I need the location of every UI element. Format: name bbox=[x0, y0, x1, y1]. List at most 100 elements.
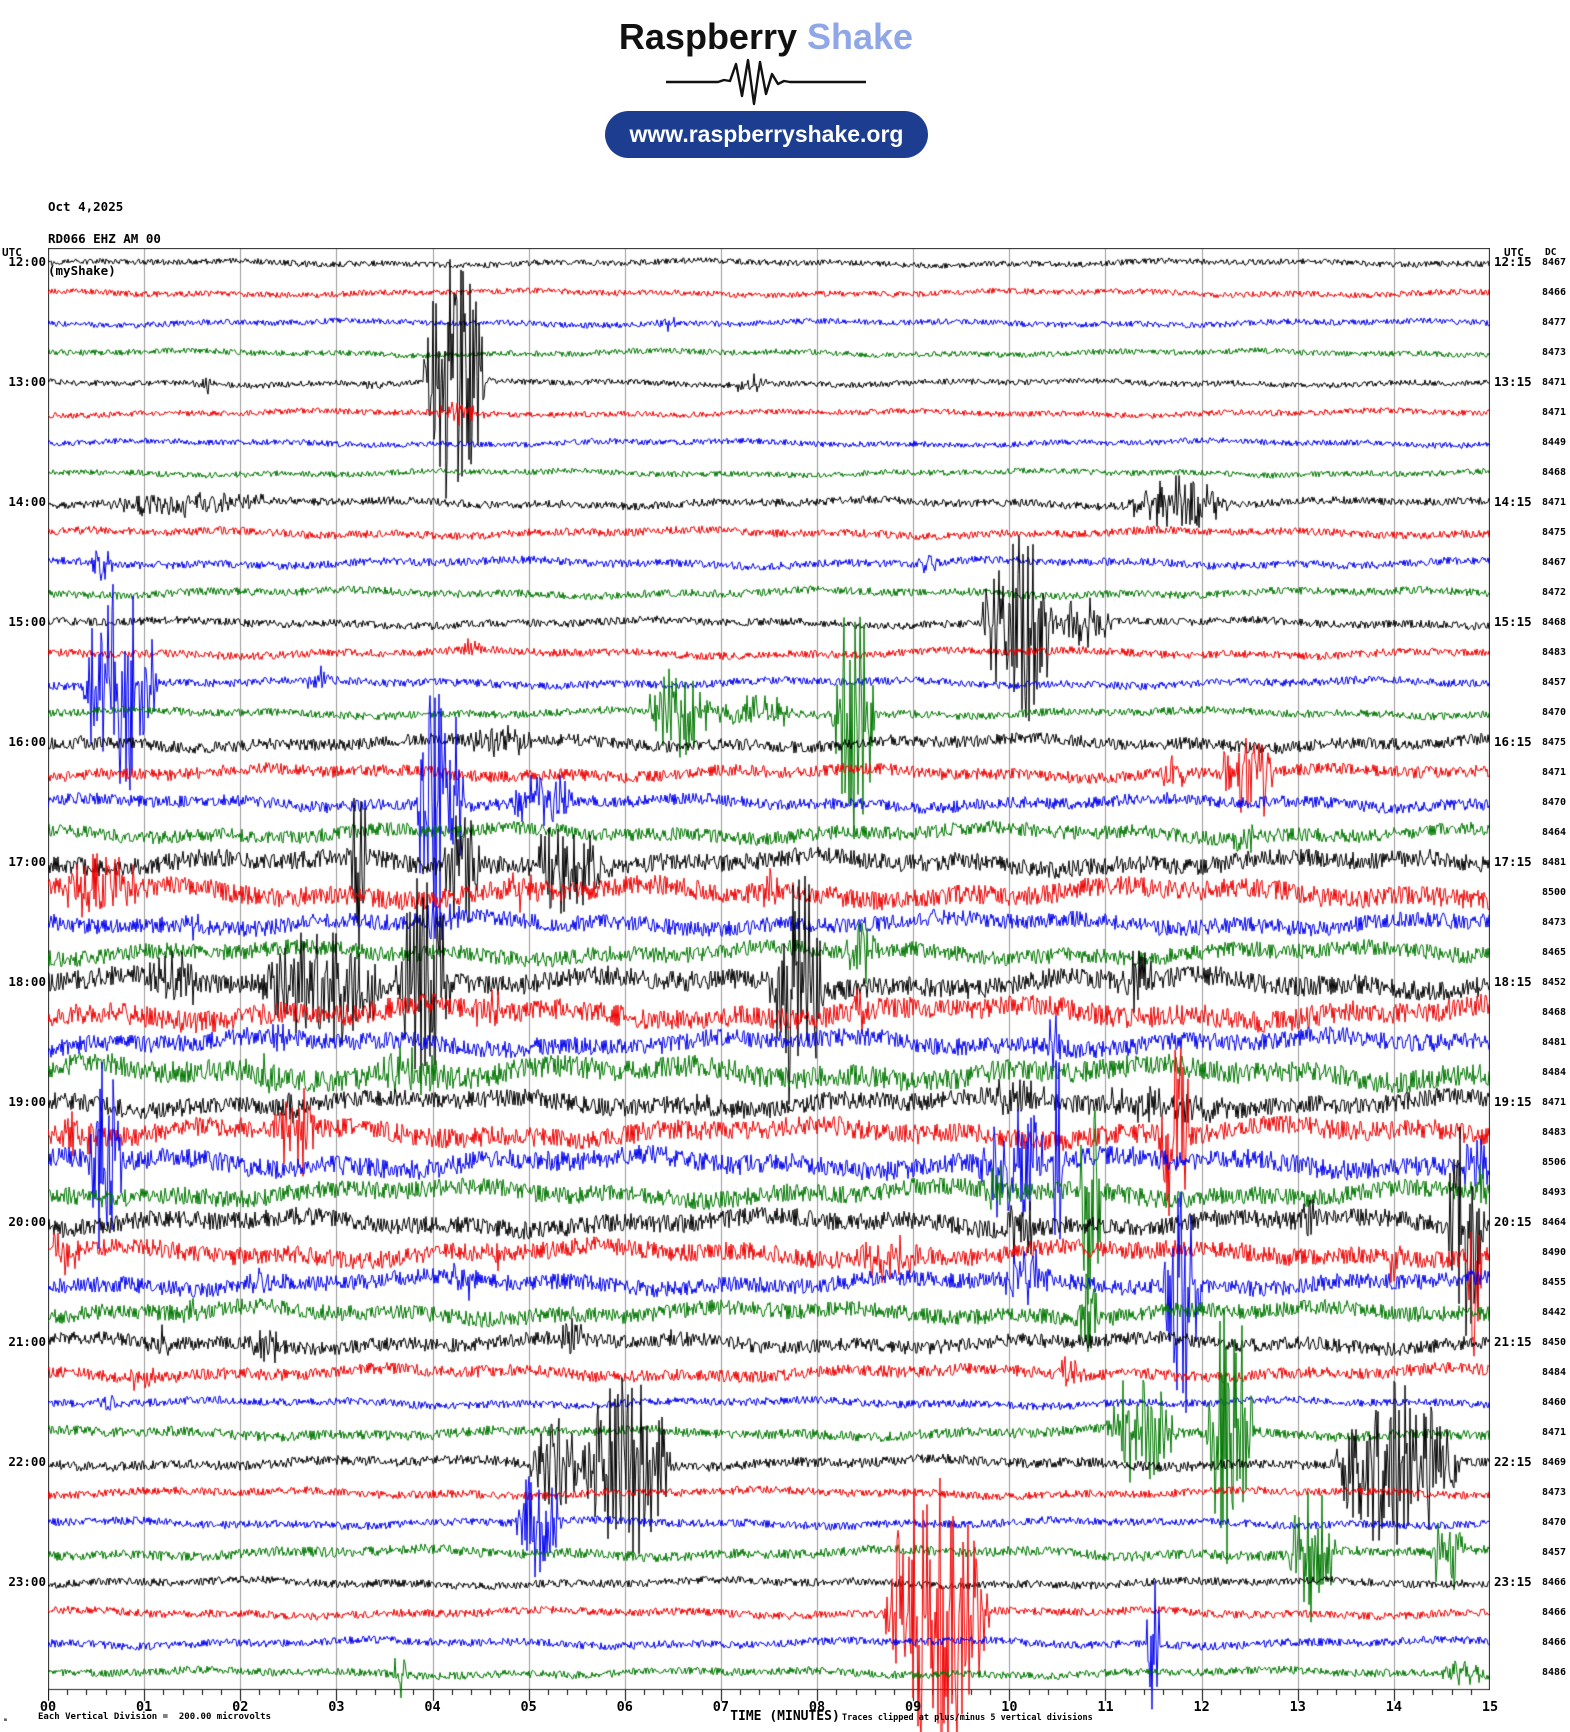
corner-glyph: ₘ bbox=[3, 1714, 8, 1723]
x-axis-tick-label: 14 bbox=[1385, 1699, 1402, 1715]
dc-value: 8506 bbox=[1542, 1157, 1567, 1168]
left-hour-label: 15:00 bbox=[8, 614, 46, 629]
dc-value: 8473 bbox=[1542, 1487, 1567, 1498]
right-hour-label: 18:15 bbox=[1494, 974, 1532, 989]
x-axis-tick-label: 03 bbox=[328, 1699, 345, 1715]
dc-value: 8470 bbox=[1542, 707, 1567, 718]
left-hour-label: 13:00 bbox=[8, 374, 46, 389]
x-axis-tick-label: 07 bbox=[712, 1699, 730, 1715]
dc-value: 8471 bbox=[1542, 1427, 1567, 1438]
seismogram-logo-icon bbox=[666, 58, 866, 106]
dc-value: 8467 bbox=[1542, 257, 1567, 268]
clipping-note: Traces clipped at plus/minus 5 vertical … bbox=[842, 1713, 1093, 1723]
left-utc-header: UTC bbox=[2, 246, 22, 259]
dc-value: 8469 bbox=[1542, 1457, 1567, 1468]
dc-value: 8484 bbox=[1542, 1067, 1567, 1078]
dc-value: 8471 bbox=[1542, 407, 1567, 418]
brand-raspberry: Raspberry bbox=[618, 16, 797, 57]
x-axis-tick-label: 00 bbox=[39, 1699, 57, 1715]
dc-value: 8470 bbox=[1542, 1517, 1567, 1528]
dc-value: 8466 bbox=[1542, 287, 1567, 298]
dc-header: DC bbox=[1545, 247, 1557, 258]
x-axis-tick-label: 06 bbox=[616, 1699, 633, 1715]
right-hour-label: 12:15 bbox=[1494, 254, 1532, 269]
x-axis-tick-label: 10 bbox=[1001, 1699, 1018, 1715]
x-axis-tick-label: 01 bbox=[135, 1699, 153, 1715]
dc-value: 8452 bbox=[1542, 977, 1567, 988]
left-hour-label: 14:00 bbox=[8, 494, 46, 509]
dc-value: 8468 bbox=[1542, 1007, 1567, 1018]
station-code: RD066 EHZ AM 00 bbox=[48, 231, 161, 246]
left-hour-label: 23:00 bbox=[8, 1574, 46, 1589]
dc-value: 8471 bbox=[1542, 377, 1567, 388]
right-utc-header: UTC bbox=[1504, 246, 1524, 259]
x-axis-tick-label: 04 bbox=[424, 1699, 441, 1715]
x-axis-tick-label: 13 bbox=[1289, 1699, 1306, 1715]
dc-value: 8466 bbox=[1542, 1637, 1567, 1648]
dc-value: 8455 bbox=[1542, 1277, 1567, 1288]
dc-value: 8486 bbox=[1542, 1667, 1567, 1678]
dc-value: 8472 bbox=[1542, 587, 1567, 598]
dc-value: 8483 bbox=[1542, 1127, 1567, 1138]
dc-value: 8475 bbox=[1542, 737, 1567, 748]
dc-value: 8465 bbox=[1542, 947, 1567, 958]
left-hour-label: 18:00 bbox=[8, 974, 46, 989]
left-hour-label: 16:00 bbox=[8, 734, 46, 749]
x-axis-title: TIME (MINUTES) bbox=[730, 1709, 840, 1724]
x-axis-tick-label: 11 bbox=[1097, 1699, 1114, 1715]
dc-value: 8470 bbox=[1542, 797, 1567, 808]
dc-value: 8493 bbox=[1542, 1187, 1567, 1198]
website-link[interactable]: www.raspberryshake.org bbox=[605, 111, 928, 158]
dc-value: 8449 bbox=[1542, 437, 1567, 448]
dc-value: 8460 bbox=[1542, 1397, 1567, 1408]
left-hour-label: 19:00 bbox=[8, 1094, 46, 1109]
x-axis-tick-label: 02 bbox=[232, 1699, 249, 1715]
dc-value: 8471 bbox=[1542, 767, 1567, 778]
dc-value: 8450 bbox=[1542, 1337, 1567, 1348]
dc-value: 8468 bbox=[1542, 467, 1567, 478]
dc-value: 8483 bbox=[1542, 647, 1567, 658]
right-hour-label: 16:15 bbox=[1494, 734, 1532, 749]
left-hour-label: 17:00 bbox=[8, 854, 46, 869]
right-hour-label: 14:15 bbox=[1494, 494, 1532, 509]
left-hour-label: 20:00 bbox=[8, 1214, 46, 1229]
x-axis-tick-label: 05 bbox=[520, 1699, 537, 1715]
x-axis-tick-label: 15 bbox=[1481, 1699, 1499, 1715]
right-hour-label: 20:15 bbox=[1494, 1214, 1532, 1229]
x-axis-tick-label: 12 bbox=[1193, 1699, 1210, 1715]
dc-value: 8464 bbox=[1542, 1217, 1567, 1228]
dc-value: 8466 bbox=[1542, 1607, 1567, 1618]
dc-value: 8477 bbox=[1542, 317, 1567, 328]
station-date: Oct 4,2025 bbox=[48, 199, 124, 214]
dc-value: 8471 bbox=[1542, 1097, 1567, 1108]
right-hour-label: 13:15 bbox=[1494, 374, 1532, 389]
dc-value: 8457 bbox=[1542, 1547, 1567, 1558]
dc-value: 8466 bbox=[1542, 1577, 1567, 1588]
right-hour-label: 17:15 bbox=[1494, 854, 1532, 869]
dc-value: 8484 bbox=[1542, 1367, 1567, 1378]
x-axis-tick-label: 09 bbox=[905, 1699, 922, 1715]
dc-value: 8464 bbox=[1542, 827, 1567, 838]
dc-value: 8500 bbox=[1542, 887, 1567, 898]
right-hour-label: 23:15 bbox=[1494, 1574, 1532, 1589]
left-hour-label: 12:00 bbox=[8, 254, 46, 269]
dc-value: 8473 bbox=[1542, 917, 1567, 928]
left-hour-label: 22:00 bbox=[8, 1454, 46, 1469]
dc-value: 8471 bbox=[1542, 497, 1567, 508]
right-hour-label: 21:15 bbox=[1494, 1334, 1532, 1349]
left-hour-label: 21:00 bbox=[8, 1334, 46, 1349]
dc-value: 8490 bbox=[1542, 1247, 1567, 1258]
dc-value: 8468 bbox=[1542, 617, 1567, 628]
right-hour-label: 22:15 bbox=[1494, 1454, 1532, 1469]
dc-value: 8467 bbox=[1542, 557, 1567, 568]
brand-shake: Shake bbox=[797, 16, 914, 57]
brand-title: Raspberry Shake bbox=[0, 16, 1532, 58]
vertical-division-note: Each Vertical Division = 200.00 microvol… bbox=[38, 1712, 271, 1722]
helicorder-plot bbox=[48, 248, 1490, 1732]
dc-value: 8475 bbox=[1542, 527, 1567, 538]
dc-value: 8457 bbox=[1542, 677, 1567, 688]
dc-value: 8442 bbox=[1542, 1307, 1567, 1318]
x-axis-tick-label: 08 bbox=[808, 1699, 826, 1715]
dc-value: 8481 bbox=[1542, 857, 1567, 868]
